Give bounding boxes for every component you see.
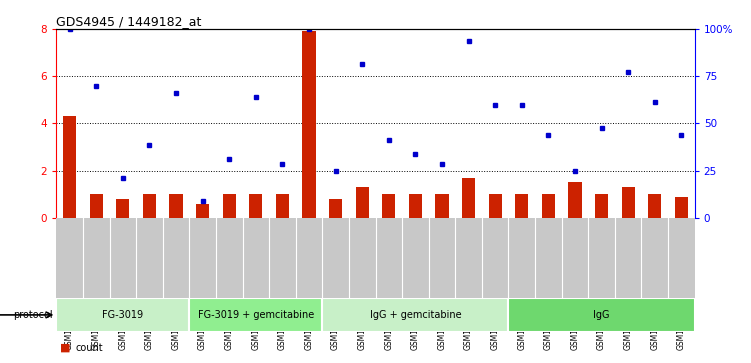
Bar (355, 187, 369, 218)
Text: FG-3019 + gemcitabine: FG-3019 + gemcitabine (198, 310, 314, 320)
Bar (89, 194, 103, 218)
Bar (409, 194, 422, 218)
Bar (382, 194, 396, 218)
Bar (249, 194, 262, 218)
Bar (116, 199, 129, 218)
Text: GDS4945 / 1449182_at: GDS4945 / 1449182_at (56, 15, 202, 28)
Bar (143, 194, 156, 218)
Bar (222, 194, 236, 218)
Text: protocol: protocol (13, 310, 53, 320)
Bar (595, 194, 608, 218)
Bar (63, 116, 77, 218)
Bar (276, 194, 289, 218)
Bar (189, 298, 322, 332)
Bar (303, 31, 315, 218)
Bar (436, 194, 448, 218)
Bar (322, 298, 508, 332)
Bar (569, 182, 581, 218)
Bar (515, 194, 529, 218)
Bar (56, 298, 189, 332)
Text: count: count (75, 343, 103, 353)
Bar (170, 194, 182, 218)
Text: IgG + gemcitabine: IgG + gemcitabine (369, 310, 461, 320)
Bar (489, 194, 502, 218)
Bar (196, 204, 210, 218)
Bar (674, 196, 688, 218)
Bar (329, 199, 342, 218)
Text: ■: ■ (60, 343, 71, 353)
Text: IgG: IgG (593, 310, 610, 320)
Bar (508, 298, 695, 332)
Bar (541, 194, 555, 218)
Bar (462, 178, 475, 218)
Bar (622, 187, 635, 218)
Bar (648, 194, 662, 218)
Text: FG-3019: FG-3019 (102, 310, 143, 320)
